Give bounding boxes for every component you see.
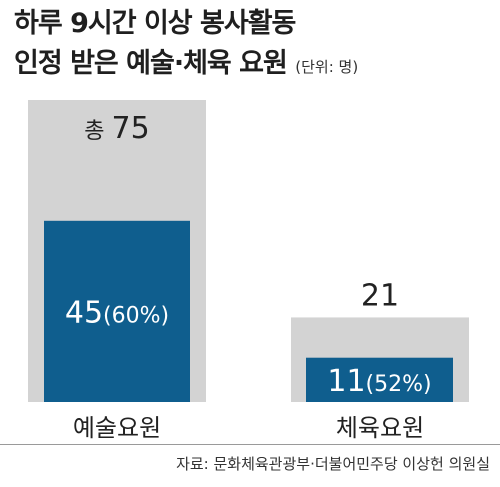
- category-label-1: 예술요원: [73, 414, 161, 442]
- source-note: 자료: 문화체육관광부·더불어민주당 이상헌 의원실: [176, 455, 490, 473]
- source-divider: [0, 444, 500, 445]
- total-label-1: 총 75: [84, 111, 149, 146]
- chart-title: 하루 9시간 이상 봉사활동 인정 받은 예술·체육 요원 (단위: 명): [14, 4, 358, 87]
- title-line-2: 인정 받은 예술·체육 요원 (단위: 명): [14, 44, 358, 87]
- value-label-1: 45(60%): [65, 295, 169, 330]
- title-line-1: 하루 9시간 이상 봉사활동: [14, 8, 296, 39]
- category-label-2: 체육요원: [336, 414, 424, 442]
- total-label-2: 21: [361, 278, 399, 313]
- bar-chart: 총 75 45(60%) 예술요원 21 11(52%) 체육요원: [28, 100, 469, 442]
- recognized-bar-2: [306, 357, 453, 402]
- value-label-2: 11(52%): [327, 364, 431, 399]
- title-line-2-text: 인정 받은 예술·체육 요원: [14, 48, 288, 79]
- unit-label: (단위: 명): [295, 58, 359, 76]
- recognized-bar-1: [44, 220, 190, 402]
